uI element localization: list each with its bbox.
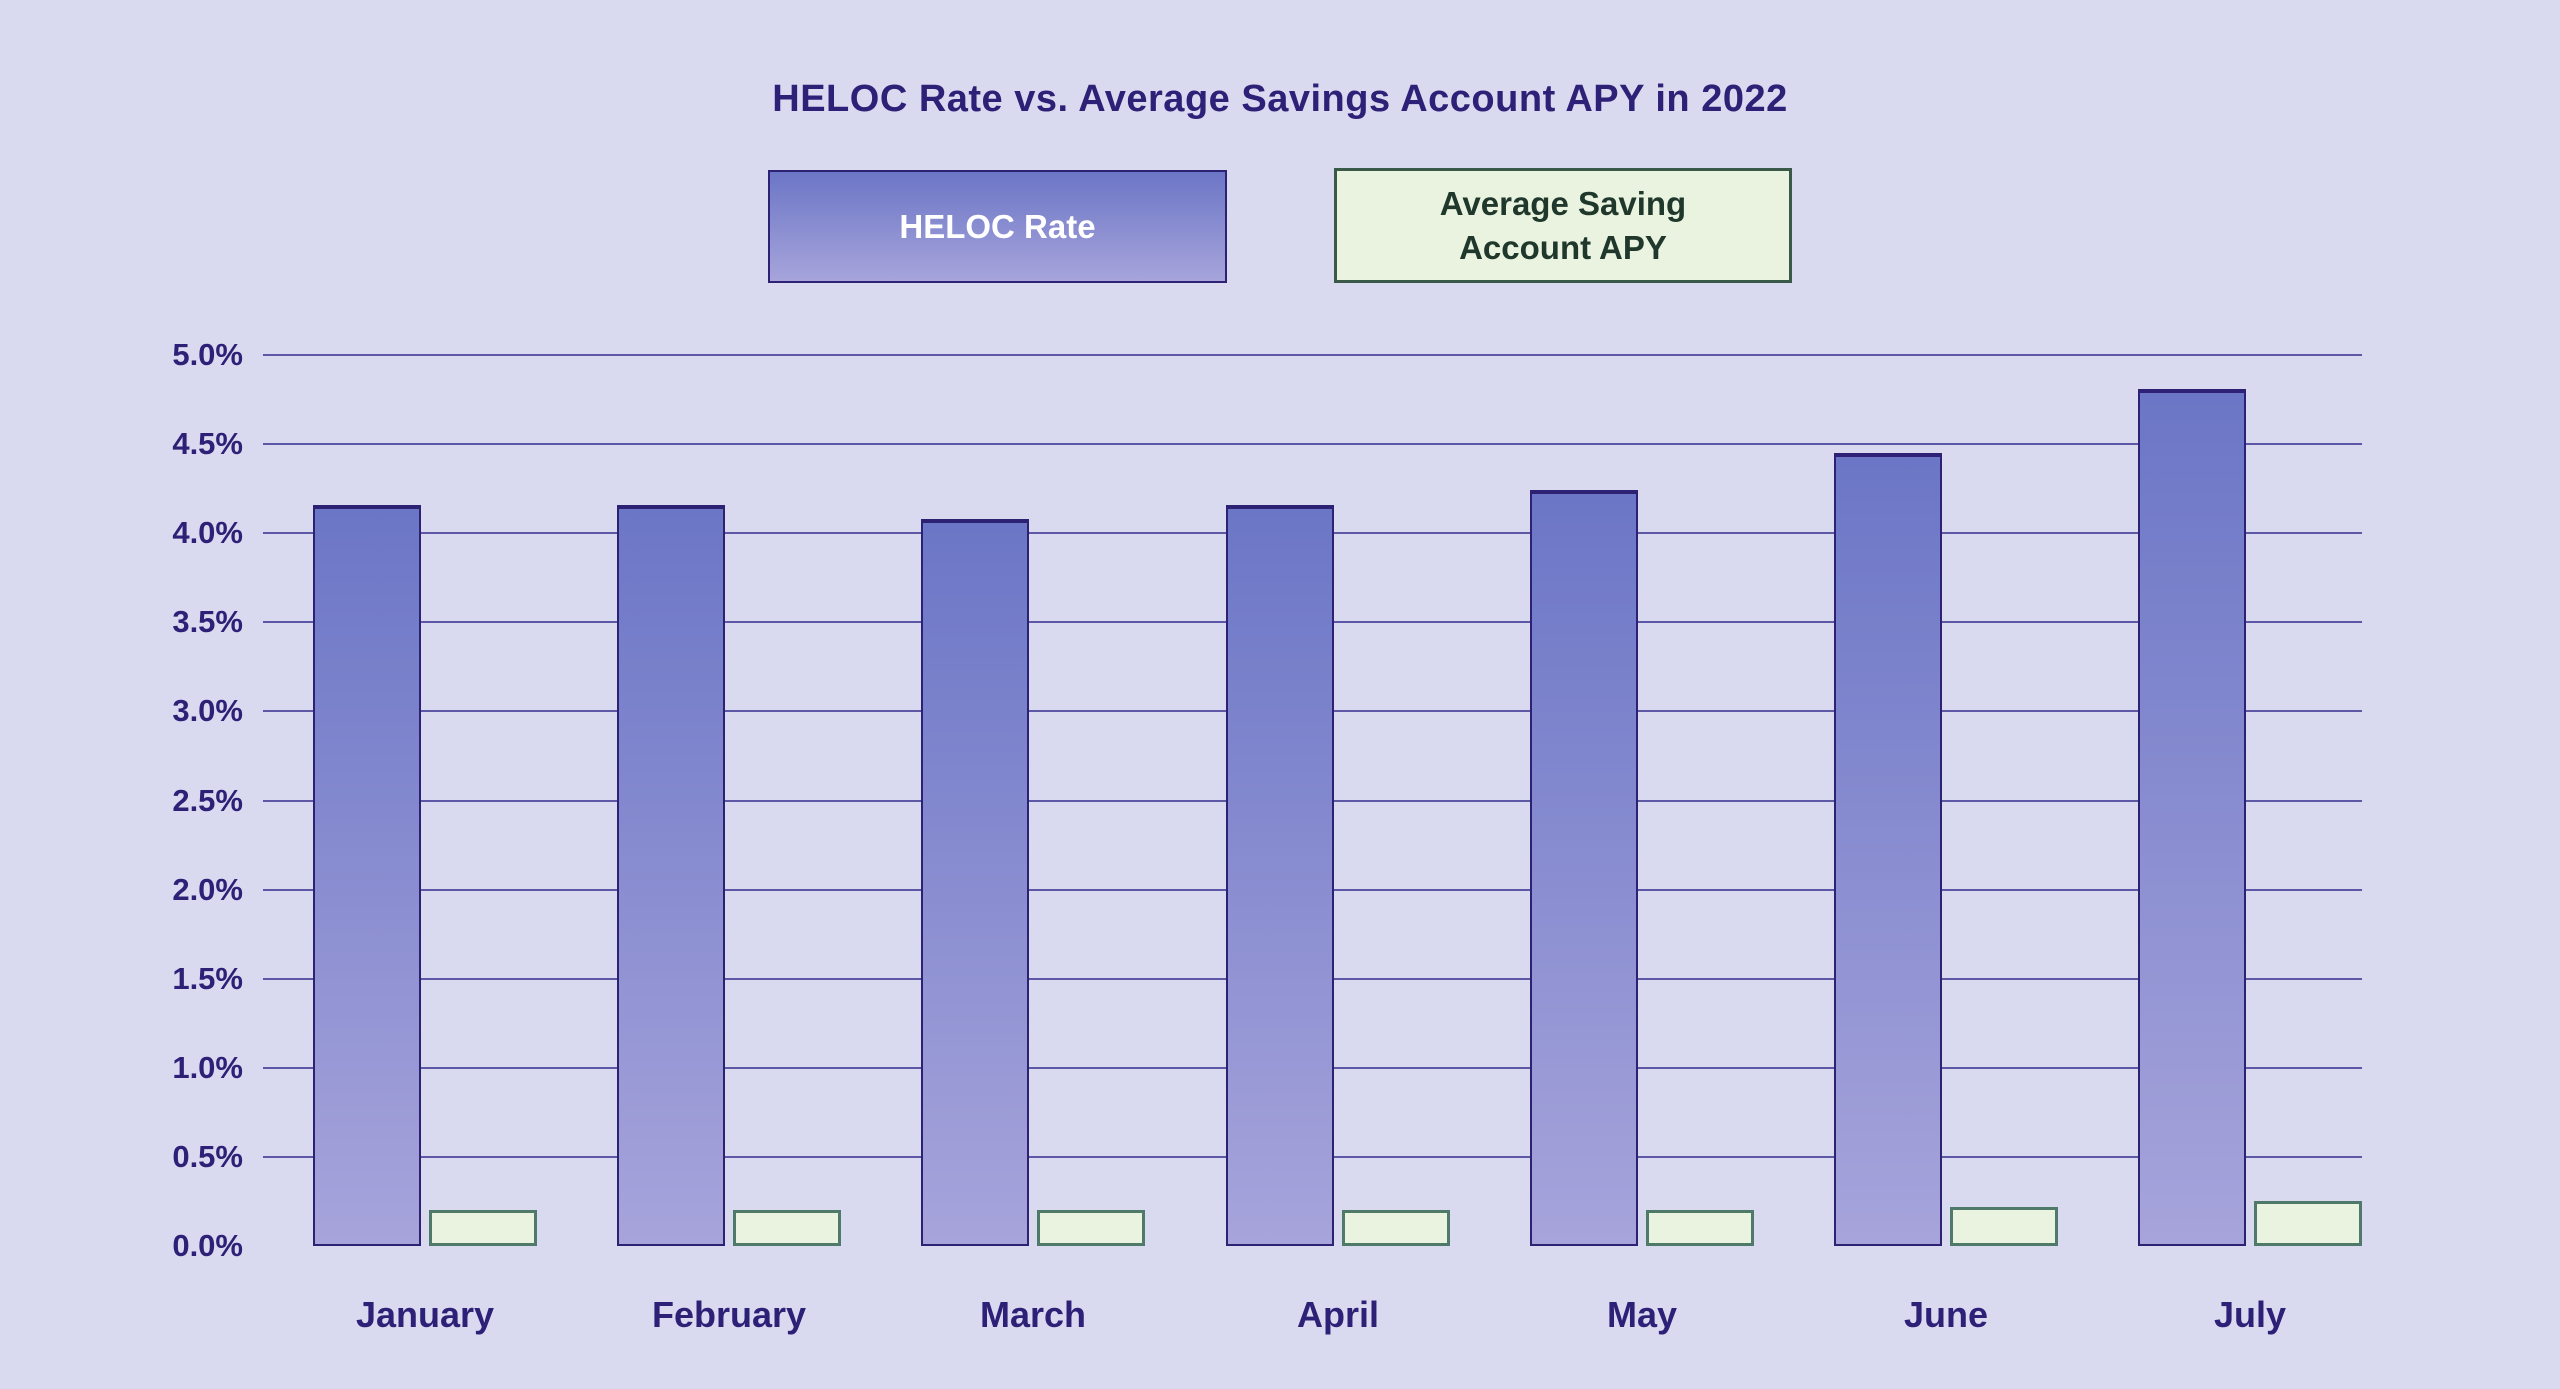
gridline xyxy=(263,443,2362,446)
y-axis-tick-label: 3.5% xyxy=(172,604,243,640)
y-axis-tick-label: 1.0% xyxy=(172,1049,243,1085)
heloc-rate-bar xyxy=(921,519,1029,1246)
savings-apy-bar xyxy=(733,1210,841,1246)
savings-apy-bar xyxy=(1342,1210,1450,1246)
savings-apy-bar xyxy=(1646,1210,1754,1246)
x-axis-month-label: January xyxy=(355,1294,495,1335)
y-axis-tick-label: 0.5% xyxy=(172,1138,243,1174)
x-axis-month-label: February xyxy=(651,1294,807,1335)
y-axis-tick-label: 4.0% xyxy=(172,515,243,551)
y-axis-tick-label: 0.0% xyxy=(172,1228,243,1263)
x-axis-month-label: April xyxy=(1296,1294,1379,1335)
y-axis-tick-label: 2.5% xyxy=(172,782,243,818)
y-axis-tick-label: 5.0% xyxy=(172,337,243,372)
legend-heloc-label: HELOC Rate xyxy=(899,207,1096,245)
heloc-rate-bar xyxy=(313,505,421,1246)
heloc-rate-bar xyxy=(2138,389,2246,1246)
x-axis-month-label: March xyxy=(979,1294,1087,1335)
savings-apy-bar xyxy=(2254,1201,2362,1246)
x-axis-month-label: July xyxy=(2213,1294,2287,1335)
gridline xyxy=(263,354,2362,356)
legend-savings-label: Average Saving Account APY xyxy=(1439,184,1687,266)
y-axis-tick-label: 3.0% xyxy=(172,693,243,729)
y-axis-tick-label: 2.0% xyxy=(172,871,243,907)
heloc-rate-bar xyxy=(1226,505,1334,1246)
chart-title: HELOC Rate vs. Average Savings Account A… xyxy=(772,78,1788,120)
heloc-rate-bar xyxy=(617,505,725,1246)
legend-item-savings: Average Saving Account APY xyxy=(1334,168,1792,283)
y-axis-tick-label: 1.5% xyxy=(172,960,243,996)
legend-item-heloc: HELOC Rate xyxy=(768,170,1227,283)
savings-apy-bar xyxy=(1950,1207,2058,1246)
savings-apy-bar xyxy=(429,1210,537,1246)
x-axis-month-label: May xyxy=(1606,1294,1678,1335)
y-axis-tick-label: 4.5% xyxy=(172,426,243,462)
heloc-rate-bar xyxy=(1530,490,1638,1246)
savings-apy-bar xyxy=(1037,1210,1145,1246)
heloc-rate-bar xyxy=(1834,453,1942,1246)
x-axis-month-label: June xyxy=(1903,1294,1989,1335)
